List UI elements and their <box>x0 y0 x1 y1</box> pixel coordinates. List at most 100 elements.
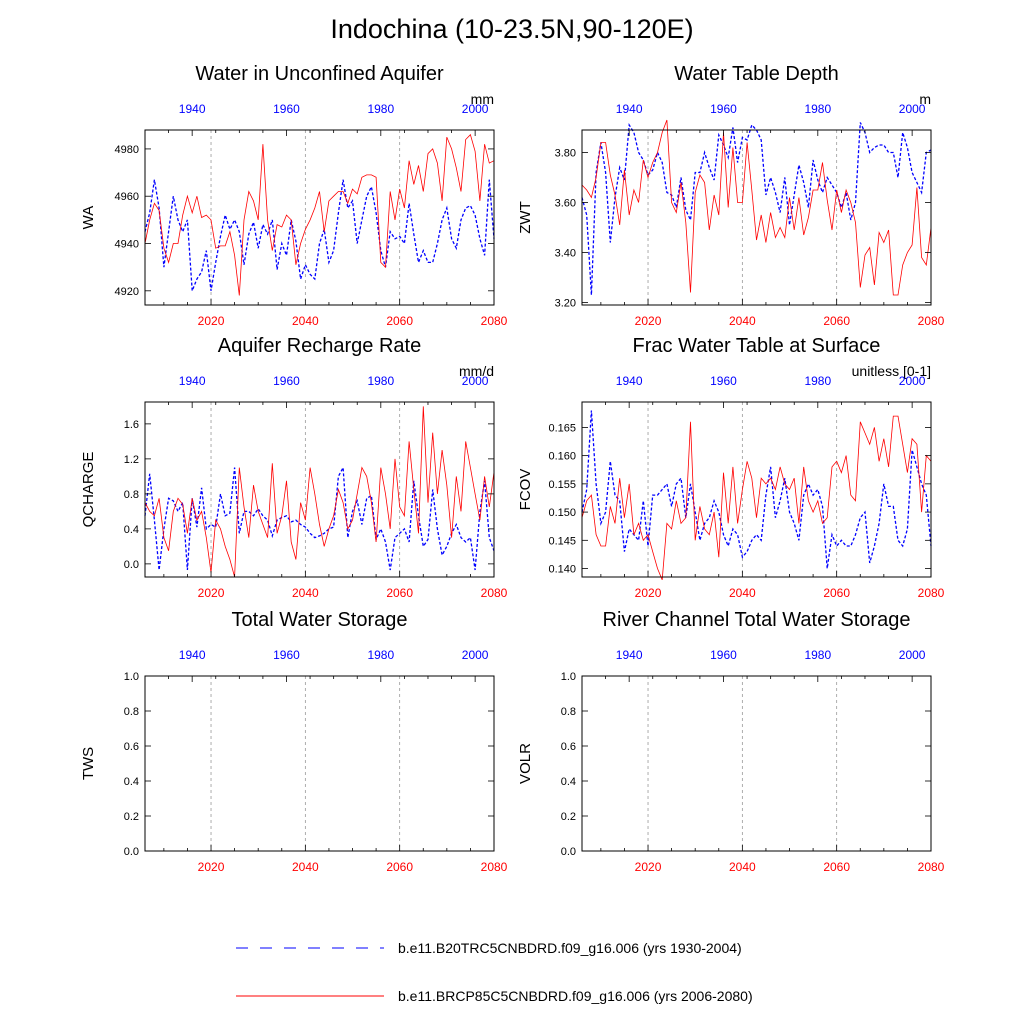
series-future <box>144 133 495 296</box>
legend-label-future: b.e11.BRCP85C5CNBDRD.f09_g16.006 (yrs 20… <box>398 988 753 1004</box>
units-label: unitless [0-1] <box>852 363 931 379</box>
y-tick-label: 0.165 <box>548 422 576 434</box>
x-tick-label-top: 1960 <box>710 374 737 388</box>
x-tick-label-top: 1940 <box>179 648 206 662</box>
x-tick-label-bottom: 2080 <box>481 314 508 328</box>
x-tick-label-top: 1980 <box>367 102 394 116</box>
y-tick-label: 1.6 <box>124 419 139 431</box>
x-tick-label-top: 1980 <box>804 102 831 116</box>
plot-frame <box>581 675 932 852</box>
x-tick-label-bottom: 2020 <box>198 586 225 600</box>
x-tick-label-bottom: 2020 <box>198 860 225 874</box>
panel-5: Total Water Storage 2020 2040 2060 2080 1940 1… <box>80 609 508 874</box>
x-tick-label-top: 1940 <box>179 102 206 116</box>
x-tick-label-top: 2000 <box>462 102 489 116</box>
x-tick-label-top: 1960 <box>273 102 300 116</box>
y-tick-label: 4960 <box>115 191 139 203</box>
y-axis-label: WA <box>80 206 97 230</box>
x-tick-label-top: 1940 <box>616 102 643 116</box>
plot-frame <box>144 675 495 852</box>
y-tick-label: 0.4 <box>124 524 139 536</box>
x-tick-label-top: 2000 <box>899 102 926 116</box>
plot-frame <box>144 401 495 578</box>
x-tick-label-top: 1980 <box>367 374 394 388</box>
y-axis-label: FCOV <box>517 469 534 511</box>
panel-title: Water Table Depth <box>674 63 839 85</box>
x-tick-label-bottom: 2040 <box>292 314 319 328</box>
y-tick-label: 0.150 <box>548 507 576 519</box>
y-tick-label: 0.0 <box>561 846 576 858</box>
x-tick-label-top: 2000 <box>899 648 926 662</box>
y-tick-label: 0.140 <box>548 564 576 576</box>
y-tick-label: 0.0 <box>124 846 139 858</box>
x-tick-label-bottom: 2020 <box>635 860 662 874</box>
y-tick-label: 0.8 <box>124 706 139 718</box>
x-tick-label-bottom: 2020 <box>635 314 662 328</box>
figure-title: Indochina (10-23.5N,90-120E) <box>330 14 694 44</box>
panel-title: Total Water Storage <box>231 609 407 631</box>
series-future <box>581 415 932 580</box>
legend-label-historical: b.e11.B20TRC5CNBDRD.f09_g16.006 (yrs 193… <box>398 940 742 956</box>
y-tick-label: 0.8 <box>124 489 139 501</box>
x-tick-label-top: 2000 <box>462 374 489 388</box>
x-tick-label-bottom: 2060 <box>386 314 413 328</box>
x-tick-label-bottom: 2060 <box>386 586 413 600</box>
y-tick-label: 1.0 <box>124 671 139 683</box>
plot-frame <box>144 129 495 306</box>
x-tick-label-top: 1960 <box>710 102 737 116</box>
y-axis-label: QCHARGE <box>80 452 97 528</box>
panel-1: Water in Unconfined Aquifer mm 2020 2040 206… <box>80 63 508 328</box>
panel-4: Frac Water Table at Surface unitless [0-1… <box>517 335 945 600</box>
units-label: mm <box>471 91 494 107</box>
x-tick-label-bottom: 2040 <box>729 860 756 874</box>
x-tick-label-bottom: 2040 <box>729 586 756 600</box>
panel-title: Aquifer Recharge Rate <box>218 335 421 357</box>
x-tick-label-bottom: 2080 <box>481 586 508 600</box>
y-tick-label: 4940 <box>115 239 139 251</box>
y-tick-label: 0.155 <box>548 479 576 491</box>
series-historical <box>581 410 932 569</box>
x-tick-label-top: 1960 <box>273 648 300 662</box>
units-label: m <box>919 91 931 107</box>
x-tick-label-top: 1980 <box>804 374 831 388</box>
y-tick-label: 1.0 <box>561 671 576 683</box>
y-tick-label: 4980 <box>115 144 139 156</box>
panel-title: River Channel Total Water Storage <box>603 609 911 631</box>
panel-3: Aquifer Recharge Rate mm/d 2020 2040 2060 208… <box>80 335 508 600</box>
x-tick-label-top: 1960 <box>710 648 737 662</box>
x-tick-label-bottom: 2080 <box>481 860 508 874</box>
x-tick-label-bottom: 2020 <box>198 314 225 328</box>
y-tick-label: 0.4 <box>561 776 576 788</box>
x-tick-label-bottom: 2040 <box>292 586 319 600</box>
x-tick-label-top: 2000 <box>899 374 926 388</box>
y-tick-label: 0.4 <box>124 776 139 788</box>
y-tick-label: 3.20 <box>555 298 576 310</box>
y-tick-label: 4920 <box>115 286 139 298</box>
x-tick-label-bottom: 2060 <box>823 314 850 328</box>
y-tick-label: 3.60 <box>555 198 576 210</box>
y-tick-label: 3.80 <box>555 148 576 160</box>
x-tick-label-bottom: 2020 <box>635 586 662 600</box>
x-tick-label-top: 2000 <box>462 648 489 662</box>
legend: b.e11.B20TRC5CNBDRD.f09_g16.006 (yrs 193… <box>236 940 753 1004</box>
x-tick-label-bottom: 2080 <box>918 860 945 874</box>
y-axis-label: ZWT <box>517 201 534 233</box>
y-axis-label: TWS <box>80 747 97 780</box>
x-tick-label-top: 1980 <box>804 648 831 662</box>
y-tick-label: 0.0 <box>124 559 139 571</box>
panels: Water in Unconfined Aquifer mm 2020 2040 206… <box>80 63 945 874</box>
plot-frame <box>581 401 932 578</box>
x-tick-label-bottom: 2060 <box>386 860 413 874</box>
series-future <box>581 119 932 296</box>
series-historical <box>144 465 495 571</box>
x-tick-label-top: 1940 <box>616 648 643 662</box>
y-axis-label: VOLR <box>517 743 534 784</box>
x-tick-label-bottom: 2060 <box>823 586 850 600</box>
series-historical <box>581 122 932 296</box>
y-tick-label: 0.2 <box>124 811 139 823</box>
y-tick-label: 0.8 <box>561 706 576 718</box>
panel-2: Water Table Depth m 2020 2040 2060 2080 1940 19… <box>517 63 945 328</box>
y-tick-label: 0.145 <box>548 535 576 547</box>
x-tick-label-bottom: 2080 <box>918 314 945 328</box>
